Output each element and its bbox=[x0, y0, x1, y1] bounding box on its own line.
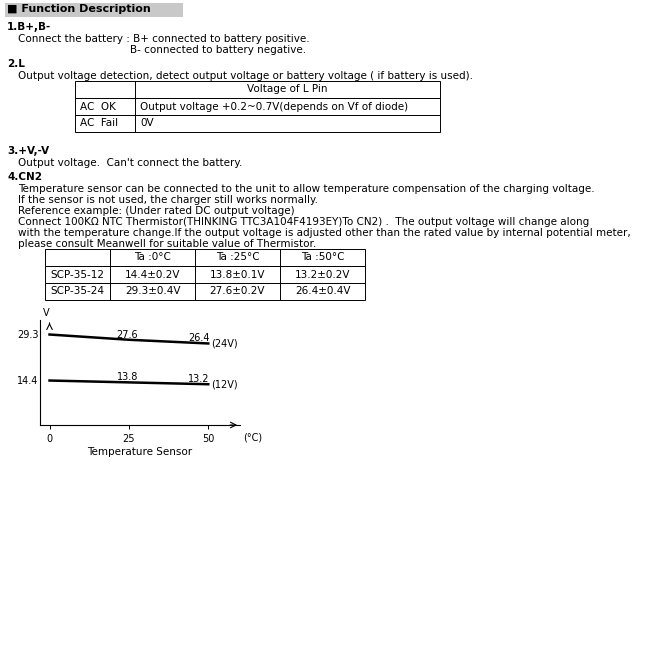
Text: 13.8±0.1V: 13.8±0.1V bbox=[210, 270, 265, 279]
Text: Connect 100KΩ NTC Thermistor(THINKING TTC3A104F4193EY)To CN2) .  The output volt: Connect 100KΩ NTC Thermistor(THINKING TT… bbox=[18, 217, 589, 227]
Text: Temperature sensor can be connected to the unit to allow temperature compensatio: Temperature sensor can be connected to t… bbox=[18, 184, 595, 194]
Text: If the sensor is not used, the charger still works normally.: If the sensor is not used, the charger s… bbox=[18, 195, 318, 205]
Text: (24V): (24V) bbox=[212, 339, 238, 349]
Text: B- connected to battery negative.: B- connected to battery negative. bbox=[130, 45, 306, 55]
Text: 13.2: 13.2 bbox=[188, 374, 210, 384]
Text: Ta :50°C: Ta :50°C bbox=[301, 252, 344, 262]
Text: 26.4±0.4V: 26.4±0.4V bbox=[295, 287, 350, 297]
Text: Output voltage.  Can't connect the battery.: Output voltage. Can't connect the batter… bbox=[18, 158, 243, 168]
Bar bbox=[45, 266, 365, 283]
Text: 27.6±0.2V: 27.6±0.2V bbox=[210, 287, 265, 297]
Text: 2.L: 2.L bbox=[7, 59, 25, 69]
Text: V: V bbox=[43, 308, 50, 318]
Text: (12V): (12V) bbox=[212, 379, 238, 389]
Text: 13.2±0.2V: 13.2±0.2V bbox=[295, 270, 350, 279]
Text: 26.4: 26.4 bbox=[188, 333, 210, 343]
Bar bbox=[45, 283, 365, 300]
Text: please consult Meanwell for suitable value of Thermistor.: please consult Meanwell for suitable val… bbox=[18, 239, 316, 249]
Text: AC  OK: AC OK bbox=[80, 101, 116, 111]
Text: 1.B+,B-: 1.B+,B- bbox=[7, 22, 51, 32]
Text: Ta :25°C: Ta :25°C bbox=[216, 252, 259, 262]
Text: AC  Fail: AC Fail bbox=[80, 119, 118, 129]
Text: (°C): (°C) bbox=[243, 433, 262, 443]
Text: 0V: 0V bbox=[140, 119, 153, 129]
Text: SCP-35-24: SCP-35-24 bbox=[50, 287, 105, 297]
Text: Output voltage +0.2~0.7V(depends on Vf of diode): Output voltage +0.2~0.7V(depends on Vf o… bbox=[140, 101, 408, 111]
Text: ■ Function Description: ■ Function Description bbox=[7, 4, 151, 14]
Text: Voltage of L Pin: Voltage of L Pin bbox=[247, 84, 328, 94]
Text: Reference example: (Under rated DC output voltage): Reference example: (Under rated DC outpu… bbox=[18, 206, 295, 216]
Bar bbox=[75, 115, 440, 132]
Bar bbox=[75, 98, 440, 115]
Text: Output voltage detection, detect output voltage or battery voltage ( if battery : Output voltage detection, detect output … bbox=[18, 71, 473, 81]
Text: 14.4: 14.4 bbox=[17, 376, 38, 386]
Text: 14.4±0.2V: 14.4±0.2V bbox=[125, 270, 180, 279]
Bar bbox=[5, 3, 183, 17]
Text: 3.+V,-V: 3.+V,-V bbox=[7, 146, 49, 156]
Text: Connect the battery : B+ connected to battery positive.: Connect the battery : B+ connected to ba… bbox=[18, 34, 310, 44]
Text: Temperature Sensor: Temperature Sensor bbox=[88, 447, 192, 457]
Text: 29.3: 29.3 bbox=[17, 330, 38, 339]
Text: SCP-35-12: SCP-35-12 bbox=[50, 270, 105, 279]
Bar bbox=[45, 249, 365, 266]
Text: 13.8: 13.8 bbox=[117, 372, 138, 382]
Text: 29.3±0.4V: 29.3±0.4V bbox=[125, 287, 180, 297]
Text: with the temperature change.If the output voltage is adjusted other than the rat: with the temperature change.If the outpu… bbox=[18, 228, 630, 238]
Bar bbox=[75, 81, 440, 98]
Text: 27.6: 27.6 bbox=[117, 330, 138, 340]
Text: 4.CN2: 4.CN2 bbox=[7, 172, 42, 182]
Text: Ta :0°C: Ta :0°C bbox=[134, 252, 171, 262]
